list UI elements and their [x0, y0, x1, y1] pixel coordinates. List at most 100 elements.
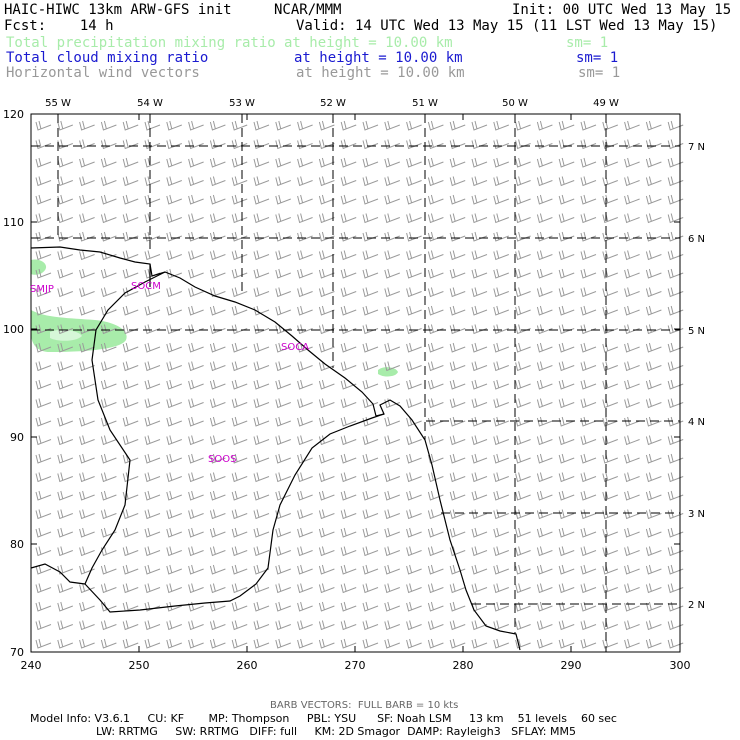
wind-barb	[231, 453, 248, 464]
wind-barb	[166, 509, 182, 520]
wind-barb	[493, 231, 509, 242]
wind-barb	[558, 435, 575, 446]
wind-barb	[340, 398, 357, 409]
wind-barb	[35, 305, 52, 316]
wind-barb	[79, 194, 95, 205]
wind-barb	[231, 509, 248, 520]
wind-barb	[188, 361, 204, 372]
wind-barb	[166, 139, 182, 150]
wind-barb	[35, 583, 52, 594]
field-precip-name: Total precipitation mixing ratio	[6, 35, 276, 51]
org-label: NCAR/MMM	[274, 2, 342, 18]
wind-barb	[79, 250, 95, 261]
wind-barb	[209, 250, 226, 261]
forecast-hour: Fcst: 14 h	[4, 18, 114, 34]
wind-barb	[122, 564, 139, 575]
wind-barb	[493, 601, 509, 612]
wind-barb	[79, 287, 95, 298]
lon-label: 53 W	[229, 98, 255, 109]
wind-barb	[384, 342, 400, 353]
wind-barb	[79, 620, 95, 631]
axis-ticks	[30, 113, 681, 653]
wind-barb	[275, 638, 291, 649]
wind-barb	[624, 157, 640, 168]
wind-barb	[79, 157, 95, 168]
wind-barb	[166, 250, 182, 261]
wind-barb	[493, 194, 509, 205]
field-wind-level: at height = 10.00 km	[296, 65, 465, 81]
wind-barb	[515, 564, 531, 575]
wind-barb	[253, 546, 270, 557]
wind-barb	[253, 453, 270, 464]
wind-barb	[209, 342, 226, 353]
wind-barb	[79, 139, 95, 150]
wind-barb	[166, 583, 182, 594]
wind-barb	[57, 305, 73, 316]
wind-barb	[253, 342, 270, 353]
wind-barb	[231, 620, 248, 631]
wind-barb	[449, 398, 466, 409]
wind-barb	[57, 157, 73, 168]
wind-barb	[144, 120, 161, 131]
wind-barb	[275, 213, 291, 224]
wind-barb	[166, 638, 182, 649]
wind-barb	[384, 379, 400, 390]
wind-barb	[580, 342, 597, 353]
wind-barb	[536, 490, 553, 501]
wind-barb	[580, 546, 597, 557]
station-socm: SOCM	[131, 281, 161, 292]
wind-barb	[580, 120, 597, 131]
wind-barb	[79, 416, 95, 427]
wind-barb	[231, 472, 248, 483]
wind-barb	[558, 453, 575, 464]
wind-barb	[144, 231, 161, 242]
wind-barb	[645, 194, 662, 205]
wind-barb	[580, 620, 597, 631]
wind-barb	[340, 176, 357, 187]
wind-barb	[166, 157, 182, 168]
wind-barb	[515, 472, 531, 483]
wind-barb	[602, 250, 618, 261]
wind-barb	[667, 176, 684, 187]
wind-barb	[144, 564, 161, 575]
wind-barb	[57, 638, 73, 649]
wind-barbs	[35, 120, 684, 649]
wind-barb	[667, 305, 684, 316]
wind-barb	[231, 194, 248, 205]
wind-barb	[602, 231, 618, 242]
wind-barb	[427, 342, 444, 353]
wind-barb	[231, 287, 248, 298]
wind-barb	[667, 453, 684, 464]
wind-barb	[645, 564, 662, 575]
field-precip-sm: sm= 1	[566, 35, 609, 51]
wind-barb	[122, 620, 139, 631]
wind-barb	[122, 157, 139, 168]
wind-barb	[362, 453, 379, 464]
wind-barb	[645, 213, 662, 224]
wind-barb	[122, 601, 139, 612]
wind-barb	[253, 564, 270, 575]
wind-barb	[188, 194, 204, 205]
wind-barb	[645, 638, 662, 649]
wind-barb	[406, 638, 422, 649]
wind-barb	[340, 361, 357, 372]
wind-barb	[384, 620, 400, 631]
wind-barb	[471, 176, 488, 187]
wind-barb	[318, 472, 335, 483]
wind-barb	[57, 361, 73, 372]
station-labels: SMJP SOCM SOCA SOOS	[30, 281, 309, 465]
wind-barb	[318, 139, 335, 150]
wind-barb	[602, 435, 618, 446]
wind-barb	[493, 620, 509, 631]
wind-barb	[449, 583, 466, 594]
wind-barb	[275, 509, 291, 520]
wind-barb	[340, 416, 357, 427]
wind-barb	[602, 342, 618, 353]
wind-barb	[231, 139, 248, 150]
wind-barb	[297, 416, 313, 427]
wind-barb	[493, 472, 509, 483]
wind-barb	[427, 213, 444, 224]
wind-barb	[318, 379, 335, 390]
wind-barb	[471, 305, 488, 316]
wind-barb	[100, 194, 117, 205]
